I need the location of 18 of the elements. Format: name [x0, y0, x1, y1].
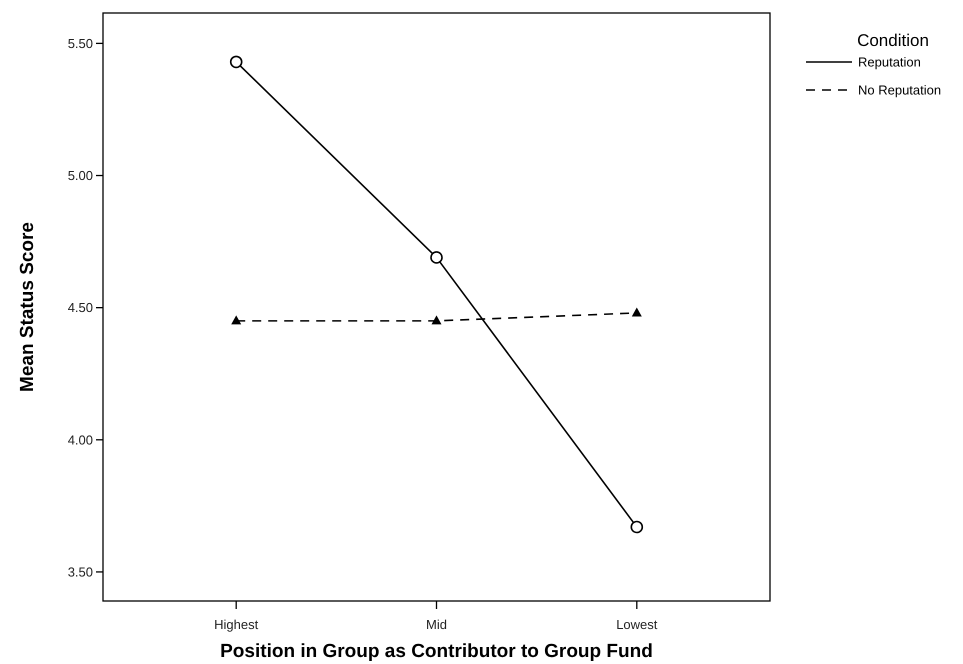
y-tick-label: 4.50	[68, 300, 93, 316]
y-tick-label: 5.00	[68, 168, 93, 184]
point	[231, 315, 242, 324]
point	[230, 56, 242, 68]
x-tick-label: Highest	[214, 617, 259, 632]
y-tick-label: 5.50	[68, 36, 93, 51]
x-tick-label: Lowest	[616, 617, 658, 632]
point	[430, 251, 443, 264]
point	[632, 307, 642, 316]
y-tick-label: 4.00	[68, 432, 93, 448]
point	[432, 315, 442, 324]
x-axis-title: Position in Group as Contributor to Group Fund	[220, 641, 653, 662]
y-axis-title: Mean Status Score	[17, 222, 38, 392]
y-tick-label: 3.50	[68, 564, 93, 580]
x-tick-label: Mid	[426, 617, 447, 632]
legend-label: Reputation	[858, 54, 921, 70]
legend-label: No Reputation	[858, 82, 942, 98]
legend-title: Condition	[857, 31, 929, 50]
